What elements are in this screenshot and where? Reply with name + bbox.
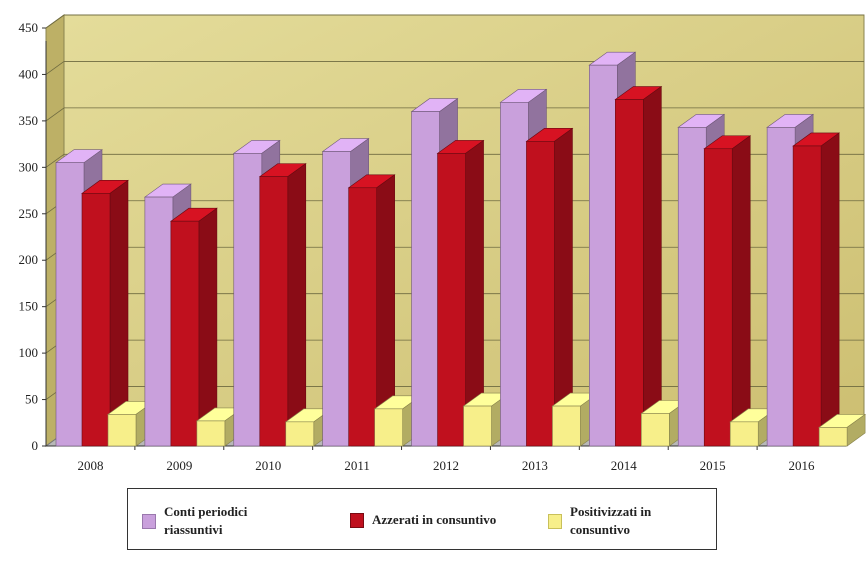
y-tick-label: 100	[19, 345, 39, 360]
bar-front	[170, 220, 200, 447]
x-tick-label: 2010	[255, 458, 281, 473]
x-tick-label: 2012	[433, 458, 459, 473]
gridline-side	[45, 14, 65, 29]
legend-label-positivizzati: Positivizzati in consuntivo	[570, 503, 651, 539]
bar-side	[820, 132, 840, 447]
legend-label-line2: riassuntivi	[164, 522, 223, 537]
gridline-side	[45, 61, 65, 75]
x-tick-label: 2014	[611, 458, 638, 473]
bar-front	[81, 193, 111, 447]
bar-side	[731, 135, 751, 447]
bar-side	[287, 163, 307, 447]
bar-front	[144, 196, 174, 447]
bar-front	[107, 414, 137, 447]
bar-front	[677, 127, 707, 447]
bar-front	[500, 102, 529, 447]
bar-2015-series-2	[703, 135, 752, 447]
y-tick-label: 0	[32, 438, 39, 453]
y-tick-label: 200	[19, 252, 39, 267]
x-tick-label: 2011	[344, 458, 370, 473]
bar-front	[322, 151, 351, 447]
bar-front	[703, 148, 733, 447]
legend: Conti periodici riassuntivi Azzerati in …	[127, 488, 717, 550]
bar-2008-series-2	[81, 179, 129, 447]
bar-front	[526, 141, 555, 447]
bar-2014-series-2	[614, 85, 663, 447]
bar-front	[641, 413, 670, 447]
y-tick-label: 150	[19, 299, 39, 314]
x-tick-label: 2016	[789, 458, 816, 473]
bar-front	[55, 162, 85, 447]
legend-swatch-yellow	[548, 513, 562, 529]
bar-2016-series-3	[818, 413, 867, 447]
bar-front	[259, 176, 289, 447]
bar-front	[766, 127, 796, 447]
y-tick-label: 250	[19, 206, 39, 221]
bar-front	[463, 405, 492, 447]
y-tick-label: 300	[19, 159, 39, 174]
bar-front	[233, 153, 263, 447]
bar-front	[589, 64, 618, 447]
bar-front	[729, 421, 759, 447]
legend-swatch-red	[350, 512, 364, 528]
y-tick-label: 400	[19, 66, 39, 81]
bar-2016-series-2	[792, 132, 841, 447]
legend-label-line1: Conti periodici	[164, 504, 248, 519]
x-tick-label: 2013	[522, 458, 548, 473]
x-tick-label: 2009	[166, 458, 192, 473]
bar-front	[196, 420, 226, 447]
gridline-side	[45, 154, 65, 168]
bar-front	[552, 405, 581, 447]
bar-front	[818, 427, 848, 447]
bar-front	[411, 111, 440, 447]
y-tick-label: 450	[19, 20, 39, 35]
bar-2013-series-2	[525, 127, 574, 447]
gridline-side	[45, 107, 65, 122]
legend-label-conti-periodici: Conti periodici riassuntivi	[164, 503, 247, 539]
bar-2011-series-2	[347, 174, 396, 447]
bar-2012-series-2	[436, 139, 485, 447]
bar-front	[437, 153, 466, 447]
bar-front	[348, 187, 377, 447]
y-tick-label: 350	[19, 113, 39, 128]
bar-front	[615, 99, 644, 447]
x-tick-label: 2015	[700, 458, 726, 473]
legend-label-line2: consuntivo	[570, 522, 630, 537]
bar-side	[643, 85, 662, 447]
x-tick-label: 2008	[77, 458, 103, 473]
legend-swatch-purple	[142, 513, 156, 529]
legend-label-line1: Positivizzati in	[570, 504, 652, 519]
y-tick-label: 50	[25, 392, 38, 407]
legend-label-azzerati: Azzerati in consuntivo	[372, 512, 497, 527]
bar-front	[285, 421, 315, 447]
legend-item-conti-periodici: Conti periodici riassuntivi	[142, 503, 247, 539]
bar-2010-series-2	[258, 163, 307, 447]
bar-front	[374, 408, 403, 447]
bar-2009-series-2	[169, 207, 218, 447]
legend-item-azzerati: Azzerati in consuntivo	[350, 511, 496, 529]
legend-item-positivizzati: Positivizzati in consuntivo	[548, 503, 651, 539]
bar-front	[792, 145, 822, 447]
